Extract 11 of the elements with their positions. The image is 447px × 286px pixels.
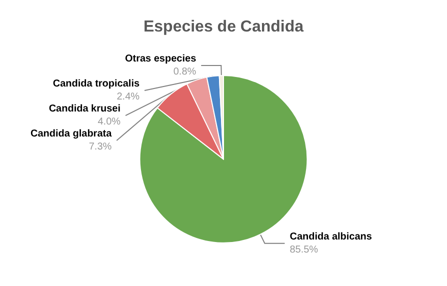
data-label: 7.3% bbox=[88, 142, 112, 153]
data-label: 2.4% bbox=[116, 92, 140, 103]
slice-label: Candida glabrata bbox=[30, 128, 112, 140]
chart-title: Especies de Candida bbox=[143, 18, 304, 36]
slice-label: Otras especies bbox=[124, 54, 197, 65]
slice-label: Candida albicans bbox=[290, 231, 372, 242]
data-label: 85.5% bbox=[290, 244, 318, 256]
data-label: 0.8% bbox=[173, 66, 196, 78]
data-label: 4.0% bbox=[98, 116, 121, 128]
slice-label: Candida tropicalis bbox=[52, 78, 140, 90]
slice-label: Candida krusei bbox=[48, 104, 121, 115]
